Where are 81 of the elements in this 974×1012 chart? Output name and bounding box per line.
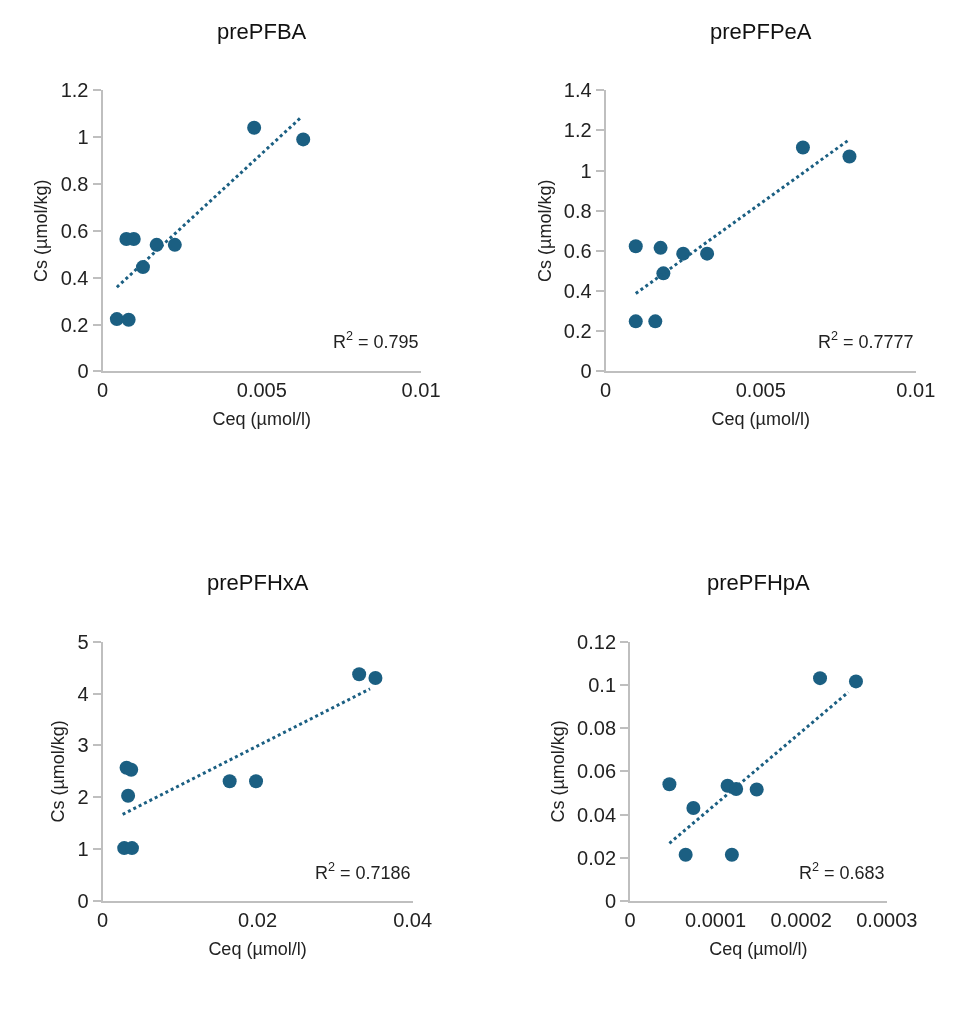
x-axis-title: Ceq (µmol/l) — [208, 938, 307, 959]
point — [368, 670, 383, 685]
x-tick-label: 0.0001 — [685, 909, 747, 932]
point — [686, 801, 701, 816]
y-tick-label: 0.04 — [577, 803, 617, 826]
y-tick-label: 0.8 — [60, 172, 89, 195]
x-tick-label: 0.02 — [238, 909, 278, 932]
point — [249, 774, 264, 789]
point — [167, 237, 182, 252]
y-tick-label: 1.4 — [563, 79, 592, 102]
y-tick-label: 1.2 — [60, 79, 89, 102]
x-axis-title: Ceq (µmol/l) — [709, 938, 808, 959]
y-tick-label: 0.6 — [563, 239, 592, 262]
annotation: R$^{2}$ = 0.7186 — [315, 860, 411, 883]
y-tick-label: 0 — [604, 890, 617, 913]
y-tick-label: 0 — [77, 360, 89, 383]
x-axis-title: Ceq (µmol/l) — [711, 408, 810, 429]
point — [121, 312, 136, 327]
y-tick-label: 1.2 — [563, 119, 592, 142]
y-tick-label: 0.1 — [588, 673, 617, 696]
point — [352, 667, 367, 682]
y-axis-title: Cs (µmol/kg) — [547, 720, 568, 823]
point — [628, 314, 643, 329]
point — [662, 777, 677, 792]
y-tick-label: 1 — [77, 126, 89, 149]
x-tick-label: 0.04 — [393, 909, 433, 932]
point — [700, 246, 715, 261]
x-tick-label: 0.0002 — [770, 909, 832, 932]
point — [247, 120, 262, 135]
x-tick-label: 0 — [624, 909, 636, 932]
y-tick-label: 0.12 — [577, 630, 617, 653]
y-tick-label: 0.4 — [563, 280, 592, 303]
chart-title: prePFPeA — [710, 19, 812, 44]
x-tick-label: 0.01 — [401, 379, 441, 402]
y-tick-label: 0 — [77, 890, 89, 913]
y-tick-label: 5 — [77, 630, 89, 653]
y-axis-title: Cs (µmol/kg) — [534, 179, 555, 282]
point — [109, 312, 124, 327]
point — [842, 149, 857, 164]
y-tick-label: 0.06 — [577, 760, 617, 783]
y-tick-label: 2 — [77, 786, 89, 809]
y-tick-label: 0.08 — [577, 717, 617, 740]
chart-title: prePFBA — [217, 19, 307, 44]
chart-title: prePFHxA — [207, 570, 309, 595]
y-tick-label: 0.02 — [577, 846, 617, 869]
x-tick-label: 0 — [96, 909, 109, 932]
point — [848, 674, 863, 689]
y-tick-label: 1 — [580, 159, 592, 182]
annotation: R$^{2}$ = 0.795 — [333, 329, 419, 352]
y-tick-label: 3 — [77, 734, 89, 757]
y-tick-label: 0 — [580, 360, 592, 383]
point — [813, 671, 828, 686]
point — [653, 240, 668, 255]
chart-title: prePFHpA — [707, 570, 811, 595]
y-tick-label: 4 — [77, 682, 89, 705]
y-tick-label: 0.6 — [60, 219, 89, 242]
y-tick-label: 0.8 — [563, 199, 592, 222]
point — [628, 239, 643, 254]
y-axis-title: Cs (µmol/kg) — [48, 720, 69, 823]
x-tick-label: 0 — [96, 379, 109, 402]
x-tick-label: 0.01 — [896, 379, 936, 402]
point — [749, 782, 764, 797]
annotation: R$^{2}$ = 0.7777 — [818, 329, 914, 352]
x-tick-label: 0.0003 — [856, 909, 918, 932]
point — [795, 140, 810, 155]
x-tick-label: 0.005 — [236, 379, 287, 402]
y-tick-label: 0.2 — [60, 313, 89, 336]
point — [222, 774, 237, 789]
y-tick-label: 1 — [77, 838, 89, 861]
y-axis-title: Cs (µmol/kg) — [31, 179, 52, 282]
point — [678, 847, 693, 862]
x-tick-label: 0.005 — [735, 379, 786, 402]
y-tick-label: 0.4 — [60, 266, 89, 289]
y-tick-label: 0.2 — [563, 320, 592, 343]
annotation: R$^{2}$ = 0.683 — [799, 860, 885, 883]
point — [296, 132, 311, 147]
point — [124, 762, 139, 777]
point — [648, 314, 663, 329]
point — [121, 788, 136, 803]
x-axis-title: Ceq (µmol/l) — [212, 408, 311, 429]
point — [724, 847, 739, 862]
